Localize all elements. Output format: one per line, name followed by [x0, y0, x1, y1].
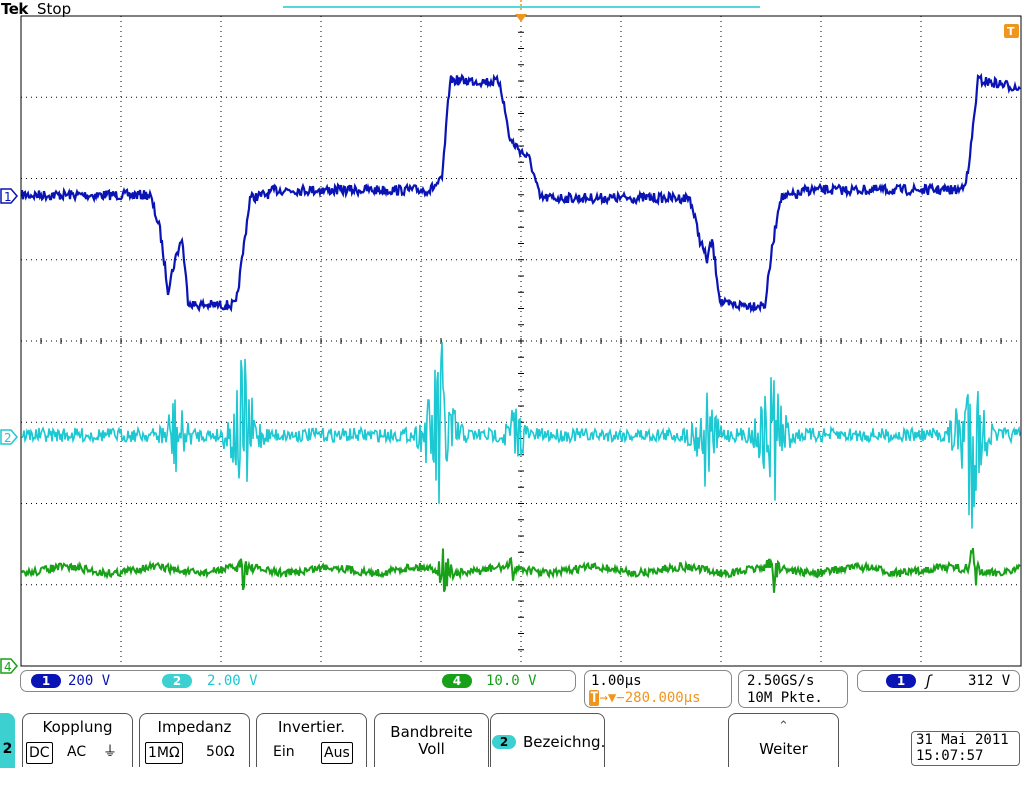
coupling-button[interactable]: Kopplung DC AC ⏚ [22, 713, 133, 767]
trigger-level-marker: T [1004, 24, 1019, 38]
ch4-ground-marker: 4 [0, 658, 18, 674]
svg-text:1: 1 [4, 190, 12, 204]
bandwidth-label: Bandbreite [390, 723, 473, 741]
impedance-title: Impedanz [157, 718, 232, 736]
acquisition-state: Stop [37, 0, 72, 18]
invert-title: Invertier. [277, 718, 346, 736]
invert-button[interactable]: Invertier. Ein Aus [256, 713, 367, 767]
label-button[interactable]: 2 Bezeichng. [490, 713, 605, 767]
ch1-badge: 1 [31, 674, 61, 688]
waveform-display: 1 2 4 T [0, 0, 1022, 674]
ch4-trace [21, 547, 1021, 593]
date-text: 31 Mai 2011 [916, 732, 1009, 748]
brand-logo: Tek [1, 0, 28, 18]
more-button[interactable]: ⌃ Weiter [728, 713, 839, 767]
markers: 1 2 4 T [0, 0, 1019, 674]
time-text: 15:07:57 [916, 748, 984, 764]
datetime-display: 31 Mai 2011 15:07:57 [911, 731, 1020, 766]
ch1-scale: 200 V [68, 673, 111, 689]
svg-text:2: 2 [4, 431, 12, 445]
trigger-status[interactable]: 1 ʃ 312 V [857, 670, 1020, 692]
coupling-title: Kopplung [42, 718, 113, 736]
graticule [20, 15, 1022, 667]
ch2-badge: 2 [162, 674, 192, 688]
bandwidth-value: Voll [418, 740, 445, 758]
ch1-trace [20, 72, 1021, 314]
record-length: 10M Pkte. [747, 690, 823, 706]
coupling-dc-option[interactable]: DC [26, 742, 53, 764]
acquisition-status[interactable]: 2.50GS/s 10M Pkte. [738, 670, 848, 708]
impedance-1mohm-option[interactable]: 1MΩ [145, 742, 183, 764]
invert-on-option[interactable]: Ein [273, 744, 295, 760]
ch4-badge: 4 [442, 674, 472, 688]
timebase-scale: 1.00µs [591, 673, 642, 689]
ch2-scale: 2.00 V [207, 673, 258, 689]
horizontal-position-value: →▼−280.000µs [599, 690, 701, 706]
trigger-position-marker [515, 0, 527, 22]
sample-rate: 2.50GS/s [747, 673, 815, 689]
trigger-source-badge: 1 [886, 674, 916, 688]
ground-icon[interactable]: ⏚ [103, 744, 117, 760]
ch1-ground-marker: 1 [0, 188, 18, 204]
more-chevron-icon: ⌃ [778, 719, 789, 734]
rising-edge-icon: ʃ [926, 672, 932, 690]
svg-text:T: T [1007, 25, 1015, 38]
ch2-label-badge: 2 [492, 735, 516, 749]
bandwidth-title: Bandbreite Voll [375, 724, 488, 758]
coupling-ac-option[interactable]: AC [67, 744, 87, 760]
ch2-ground-marker: 2 [0, 429, 18, 445]
more-title: Weiter [759, 740, 808, 758]
horizontal-position: T→▼−280.000µs [589, 690, 701, 706]
label-title: Bezeichng. [523, 733, 606, 751]
ch2-trace [21, 341, 1021, 529]
impedance-button[interactable]: Impedanz 1MΩ 50Ω [139, 713, 250, 767]
ch4-scale: 10.0 V [486, 673, 537, 689]
bandwidth-button[interactable]: Bandbreite Voll [374, 713, 489, 767]
horizontal-status[interactable]: 1.00µs T→▼−280.000µs [584, 670, 732, 708]
trigger-position-icon: T [589, 690, 600, 706]
svg-text:4: 4 [4, 660, 12, 674]
traces [20, 72, 1021, 593]
invert-off-option[interactable]: Aus [321, 742, 353, 764]
trigger-level: 312 V [968, 673, 1011, 689]
selected-channel-tab[interactable]: 2 [0, 713, 15, 768]
impedance-50ohm-option[interactable]: 50Ω [206, 744, 235, 760]
channel-status-bar[interactable]: 1 200 V 2 2.00 V 4 10.0 V [20, 670, 576, 692]
